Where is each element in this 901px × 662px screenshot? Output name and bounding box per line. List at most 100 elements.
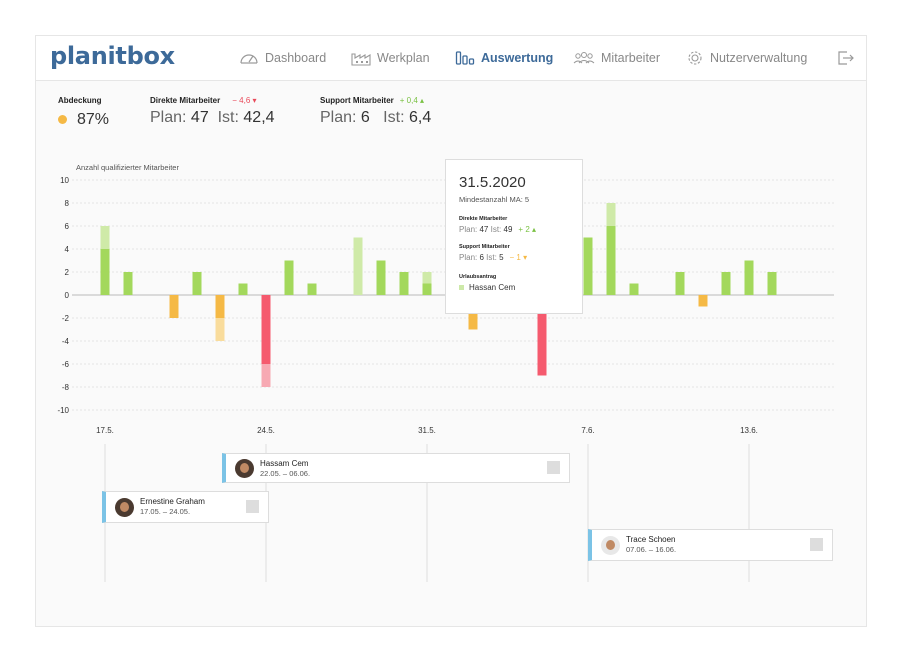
leave-checkbox[interactable] xyxy=(810,538,823,551)
bar xyxy=(744,260,754,295)
kpi-direct-delta: − 4,6 ▾ xyxy=(232,96,257,105)
nav-auswertung[interactable]: Auswertung xyxy=(455,36,553,80)
app-frame: planitbox Dashboard Werkplan Auswertung … xyxy=(35,35,867,627)
ist-label: Ist: xyxy=(490,225,502,234)
y-tick-label: -4 xyxy=(62,337,70,346)
kpi-support-header: Support Mitarbeiter + 0,4 ▴ xyxy=(320,96,431,105)
leave-card[interactable]: Hassam Cem 22.05. – 06.06. xyxy=(222,453,570,483)
plan-value: 47 xyxy=(479,225,489,234)
y-tick-label: 0 xyxy=(65,291,70,300)
leave-person-name: Hassam Cem xyxy=(260,459,309,468)
bar xyxy=(169,295,179,318)
coverage-percent: 87% xyxy=(77,111,110,128)
bar-extension xyxy=(353,237,363,295)
leave-card[interactable]: Ernestine Graham 17.05. – 24.05. xyxy=(102,491,269,523)
bar xyxy=(537,295,547,376)
y-tick-label: 2 xyxy=(65,268,70,277)
ist-value: 42,4 xyxy=(243,109,275,126)
leave-dates: 22.05. – 06.06. xyxy=(260,469,311,478)
bar xyxy=(606,226,616,295)
tooltip-leave-entry: Hassan Cem xyxy=(459,283,569,292)
logout-icon xyxy=(838,51,854,65)
bar-extension xyxy=(422,272,432,284)
bar xyxy=(399,272,409,295)
bar xyxy=(376,260,386,295)
bar xyxy=(261,295,271,364)
leave-dates: 07.06. – 16.06. xyxy=(626,545,677,554)
y-tick-label: -2 xyxy=(62,314,70,323)
kpi-support-values: Plan: 6 Ist: 6,4 xyxy=(320,109,431,127)
kpi-support-label: Support Mitarbeiter xyxy=(320,96,394,105)
bar-extension xyxy=(261,364,271,387)
plan-label: Plan: xyxy=(150,109,187,126)
y-tick-label: 10 xyxy=(60,176,69,185)
plan-value: 6 xyxy=(360,109,370,126)
x-tick-label: 17.5. xyxy=(96,426,114,435)
nav-dashboard[interactable]: Dashboard xyxy=(239,36,326,80)
y-tick-label: -6 xyxy=(62,360,70,369)
kpi-coverage-label: Abdeckung xyxy=(58,96,102,105)
bar-extension xyxy=(606,203,616,226)
bar xyxy=(192,272,202,295)
tooltip-support-delta: − 1 ▾ xyxy=(509,253,528,262)
bar xyxy=(123,272,133,295)
bar xyxy=(629,283,639,295)
kpi-direct-label: Direkte Mitarbeiter xyxy=(150,96,221,105)
x-tick-label: 13.6. xyxy=(740,426,758,435)
y-axis-label: Anzahl qualifizierter Mitarbeiter xyxy=(76,163,179,172)
ist-value: 49 xyxy=(503,225,513,234)
day-tooltip: 31.5.2020 Mindestanzahl MA: 5 Direkte Mi… xyxy=(445,159,583,314)
nav-mitarbeiter[interactable]: Mitarbeiter xyxy=(573,36,660,80)
kpi-support-delta: + 0,4 ▴ xyxy=(399,96,425,105)
ist-value: 5 xyxy=(499,253,504,262)
leave-dates: 17.05. – 24.05. xyxy=(140,507,191,516)
bar xyxy=(307,283,317,295)
avatar xyxy=(601,536,620,555)
leave-checkbox[interactable] xyxy=(547,461,560,474)
nav-nutzerverwaltung[interactable]: Nutzerverwaltung xyxy=(686,36,807,80)
top-navbar: planitbox Dashboard Werkplan Auswertung … xyxy=(36,36,866,81)
bar xyxy=(284,260,294,295)
people-icon xyxy=(573,52,595,64)
plan-label: Plan: xyxy=(320,109,357,126)
ist-value: 6,4 xyxy=(408,109,432,126)
nav-label: Nutzerverwaltung xyxy=(710,51,808,65)
leave-checkbox[interactable] xyxy=(246,500,259,513)
bar-extension xyxy=(215,318,225,341)
logout-button[interactable] xyxy=(837,36,855,80)
nav-label: Mitarbeiter xyxy=(601,51,661,65)
tooltip-support-row: Plan: 6 Ist: 5 − 1 ▾ xyxy=(459,253,569,262)
bar xyxy=(698,295,708,307)
bar xyxy=(767,272,777,295)
gear-icon xyxy=(688,51,702,65)
y-tick-label: -10 xyxy=(57,406,69,415)
tooltip-direct-title: Direkte Mitarbeiter xyxy=(459,216,508,222)
ist-label: Ist: xyxy=(486,253,497,262)
avatar xyxy=(115,498,134,517)
bar xyxy=(721,272,731,295)
y-tick-label: 4 xyxy=(65,245,70,254)
plan-value: 47 xyxy=(190,109,209,126)
x-tick-label: 7.6. xyxy=(581,426,594,435)
app-logo[interactable]: planitbox xyxy=(50,42,175,70)
kpi-direct-values: Plan: 47 Ist: 42,4 xyxy=(150,109,275,127)
plan-label: Plan: xyxy=(459,225,478,234)
leave-swatch xyxy=(459,285,464,291)
factory-icon xyxy=(351,53,371,66)
gauge-icon xyxy=(240,54,258,64)
leave-person-name: Ernestine Graham xyxy=(140,497,205,506)
coverage-status-dot xyxy=(58,115,67,125)
bar xyxy=(215,295,225,318)
kpi-direct: Direkte Mitarbeiter − 4,6 ▾ Plan: 47 Ist:… xyxy=(150,96,275,127)
tooltip-date: 31.5.2020 xyxy=(459,174,526,191)
kpi-support: Support Mitarbeiter + 0,4 ▴ Plan: 6 Ist: … xyxy=(320,96,431,127)
bar-extension xyxy=(100,226,110,249)
tooltip-leave-title: Urlaubsantrag xyxy=(459,274,497,280)
nav-werkplan[interactable]: Werkplan xyxy=(351,36,430,80)
x-tick-label: 31.5. xyxy=(418,426,436,435)
ist-label: Ist: xyxy=(217,109,239,126)
kpi-coverage: Abdeckung 87% xyxy=(58,96,109,129)
leave-card[interactable]: Trace Schoen 07.06. – 16.06. xyxy=(588,529,833,561)
bar xyxy=(238,283,248,295)
x-tick-label: 24.5. xyxy=(257,426,275,435)
